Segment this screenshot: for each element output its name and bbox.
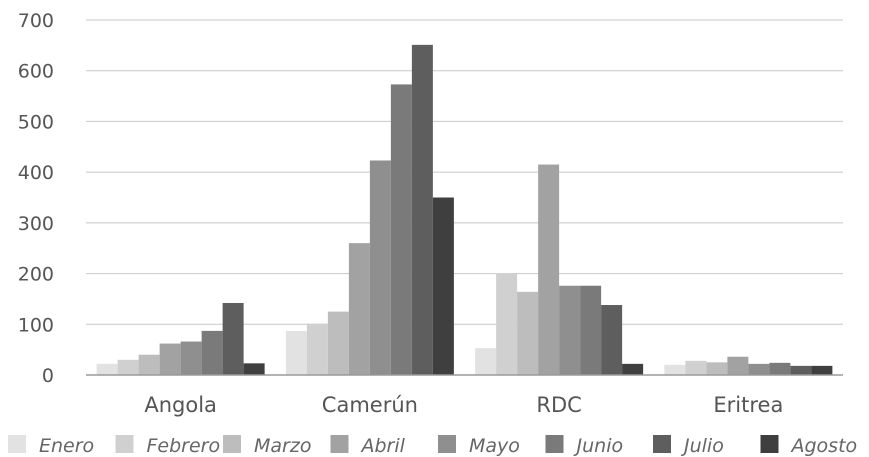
legend: Enero Febrero Marzo Abril Mayo Junio Julio Agos… <box>8 435 857 457</box>
legend-swatch <box>653 435 671 453</box>
bar-mayo-2 <box>559 285 581 375</box>
legend-swatch <box>438 435 456 453</box>
bar-febrero-0 <box>117 359 139 375</box>
bar-marzo-1 <box>327 311 349 375</box>
bar-julio-1 <box>411 44 433 375</box>
gridlines <box>86 19 843 325</box>
bar-mayo-0 <box>180 341 202 375</box>
bar-agosto-3 <box>811 365 833 375</box>
legend-label: Julio <box>680 435 724 457</box>
legend-swatch <box>115 435 134 453</box>
category-label: RDC <box>536 393 581 417</box>
legend-swatch <box>330 435 349 453</box>
legend-label: Mayo <box>469 435 520 457</box>
bar-febrero-1 <box>306 323 328 375</box>
legend-label: Febrero <box>147 435 221 457</box>
category-label: Eritrea <box>713 393 783 417</box>
bar-enero-2 <box>475 348 497 375</box>
y-tick-label: 0 <box>42 365 54 387</box>
bar-enero-1 <box>285 330 307 375</box>
legend-swatch <box>8 435 26 453</box>
bar-junio-1 <box>390 84 412 376</box>
y-tick-label: 700 <box>18 10 54 32</box>
legend-swatch <box>760 435 779 453</box>
category-label: Camerún <box>322 393 418 417</box>
legend-label: Marzo <box>254 435 311 457</box>
bar-agosto-1 <box>432 197 454 375</box>
bar-marzo-3 <box>706 362 728 375</box>
legend-label: Agosto <box>790 435 858 457</box>
bar-agosto-2 <box>622 363 644 375</box>
bar-junio-3 <box>769 362 791 375</box>
legend-label: Enero <box>39 435 94 457</box>
bar-agosto-0 <box>243 363 265 375</box>
bar-marzo-2 <box>517 291 539 375</box>
bar-mayo-3 <box>748 363 770 375</box>
bar-marzo-0 <box>138 354 160 375</box>
bar-abril-3 <box>727 356 749 375</box>
legend-swatch <box>545 435 564 453</box>
bar-enero-0 <box>96 363 118 375</box>
bar-julio-0 <box>222 302 244 375</box>
bar-junio-2 <box>580 285 602 375</box>
bar-julio-2 <box>601 305 623 375</box>
y-tick-label: 100 <box>18 314 54 336</box>
y-tick-label: 400 <box>18 162 54 184</box>
y-axis-tick-labels: 0 100 200 300 400 500 600 700 <box>18 10 54 387</box>
bar-abril-2 <box>538 164 560 375</box>
y-tick-label: 200 <box>18 264 54 286</box>
bar-febrero-3 <box>685 360 707 375</box>
y-tick-label: 500 <box>18 111 54 133</box>
legend-label: Junio <box>573 435 624 457</box>
category-label: Angola <box>144 393 217 417</box>
bar-abril-1 <box>348 243 370 375</box>
legend-swatch <box>223 435 241 453</box>
y-tick-label: 600 <box>18 61 54 83</box>
bar-febrero-2 <box>496 273 518 375</box>
bar-abril-0 <box>159 343 181 375</box>
bars <box>96 44 833 376</box>
y-tick-label: 300 <box>18 213 54 235</box>
bar-enero-3 <box>664 364 686 375</box>
bar-julio-3 <box>790 365 812 375</box>
legend-label: Abril <box>360 435 406 457</box>
bar-mayo-1 <box>369 160 391 375</box>
x-axis-category-labels: Angola Camerún RDC Eritrea <box>144 393 783 417</box>
bar-junio-0 <box>201 330 223 375</box>
